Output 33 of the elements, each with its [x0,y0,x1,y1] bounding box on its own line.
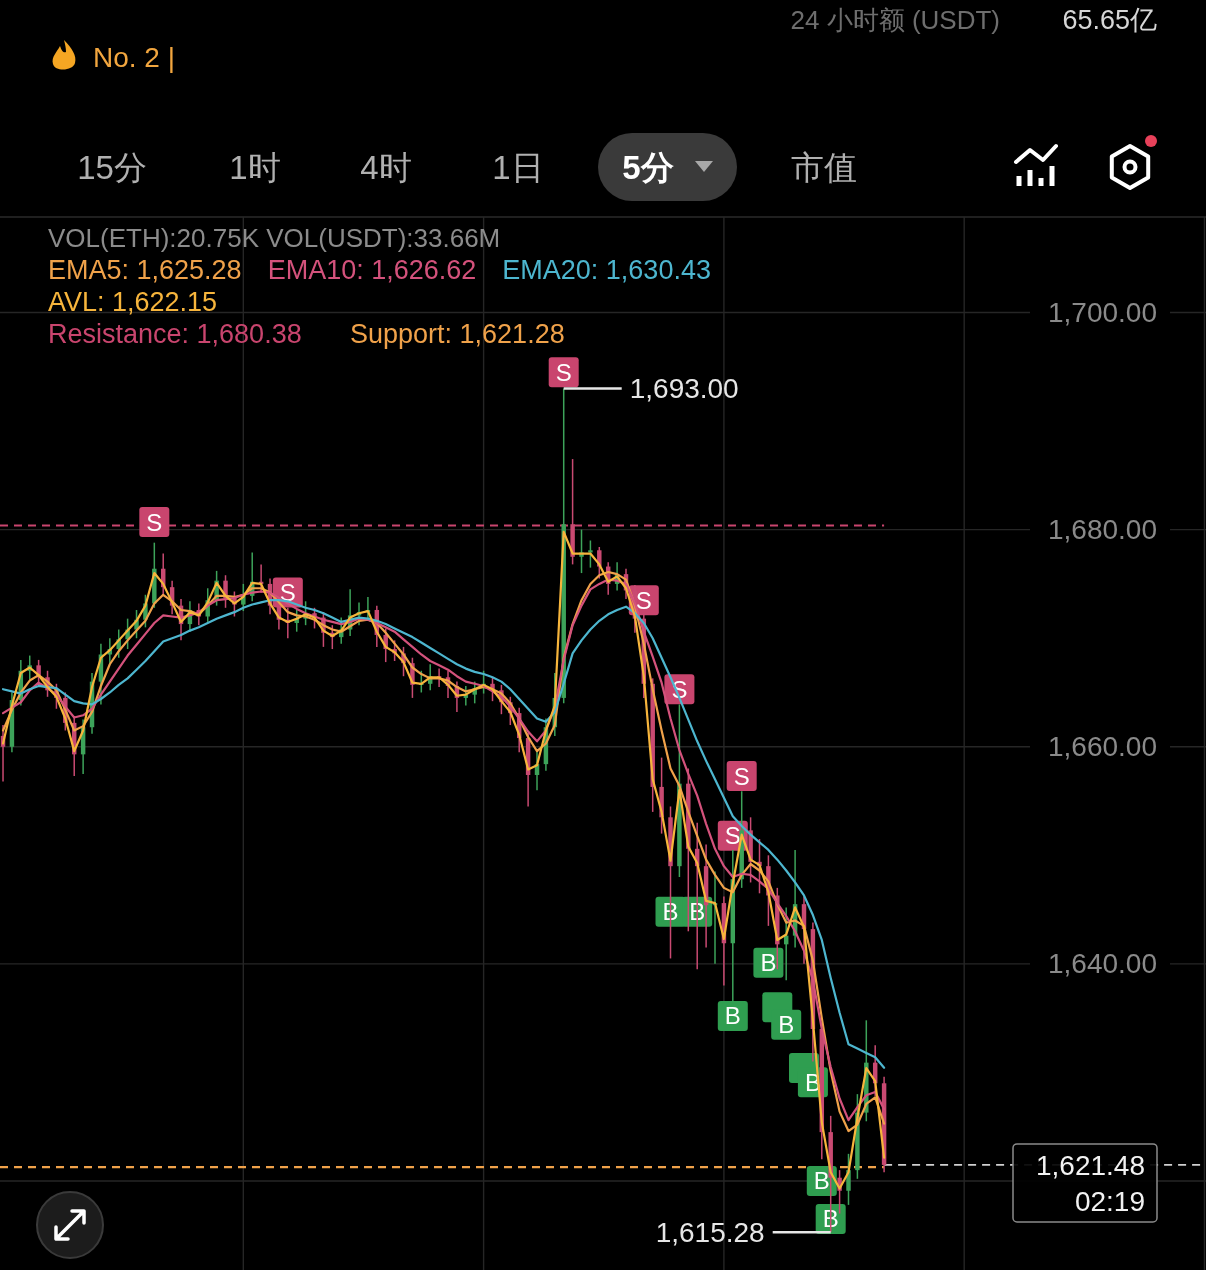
annotation: Support: 1,621.28 [350,319,565,349]
ref-line-label: 1,621.48 02:19 [1036,1150,1145,1218]
annotation: 1,693.00 [629,373,739,405]
annotation: 1,615.28 [655,1216,765,1248]
text: S [635,586,652,614]
text: EMA10: 1,626.62 [267,255,477,285]
text: 15分 [77,148,147,186]
y-tick-label: 1,700.00 [1048,297,1157,329]
annotation: Resistance: 1,680.38 [48,319,302,349]
y-tick-label: 1,660.00 [1048,731,1157,763]
text: S [279,579,296,607]
y-tick-label: 1,640.00 [1048,948,1157,980]
annotation: VOL(ETH):20.75K VOL(USDT):33.66M [48,223,501,253]
series-label: S [146,508,163,536]
text: S [733,762,750,790]
text: S [724,822,741,850]
text: S [555,358,572,386]
text: B [813,1167,830,1195]
text: EMA5: 1,625.28 [48,255,242,285]
text: No. 2 | [93,41,175,73]
text: 65.65亿 [1062,5,1157,35]
text: B [724,1002,741,1030]
text: B [760,949,777,977]
text: 24 小时额 (USDT) [790,5,1000,35]
text: 市值 [791,148,857,186]
text: 4时 [360,148,412,186]
text: 5分 [622,148,674,186]
y-tick-label: 1,680.00 [1048,514,1157,546]
text: 1日 [492,148,544,186]
text: 1时 [229,148,281,186]
text: AVL: 1,622.15 [48,287,218,317]
text: B [778,1011,795,1039]
text: EMA20: 1,630.43 [502,255,711,285]
